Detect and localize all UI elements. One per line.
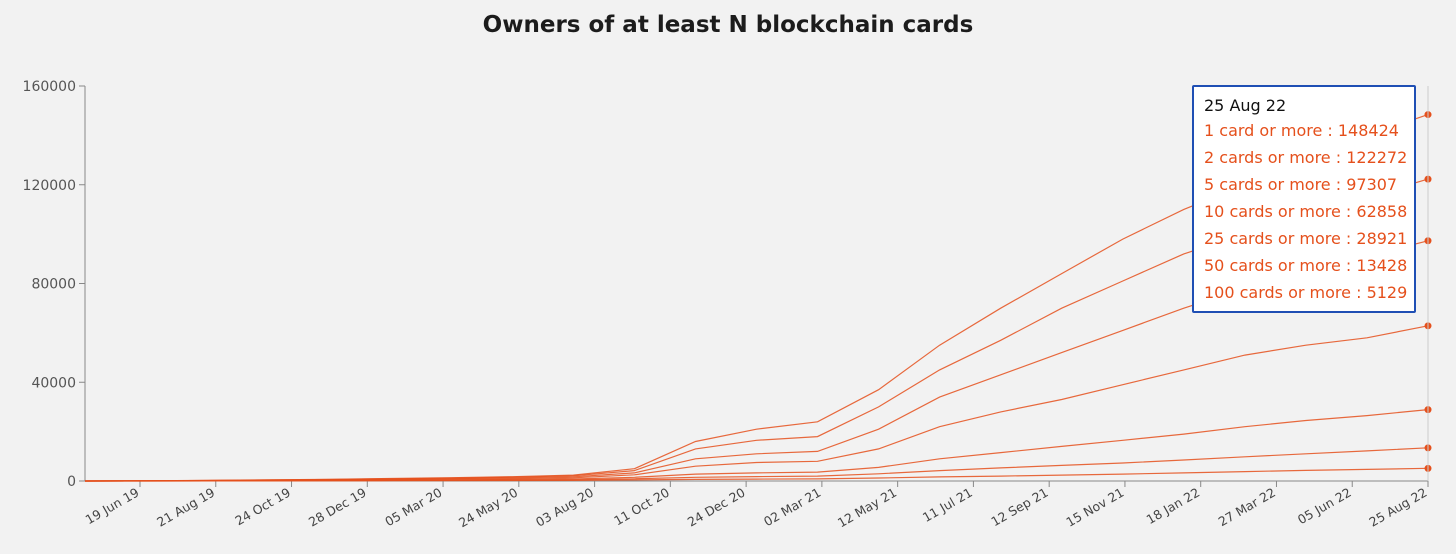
- tooltip: 25 Aug 22 1 card or more : 148424 2 card…: [1192, 85, 1416, 313]
- tooltip-row-100: 100 cards or more : 5129: [1204, 283, 1408, 302]
- tooltip-row-5: 5 cards or more : 97307: [1204, 175, 1398, 194]
- y-axis: 0 40000 80000 120000 160000: [23, 79, 86, 490]
- x-tick-label: 25 Aug 22: [1366, 485, 1429, 530]
- end-markers: [1424, 86, 1432, 481]
- x-tick-label: 18 Jan 22: [1144, 485, 1203, 528]
- x-tick-label: 24 May 20: [456, 485, 520, 531]
- x-axis: 19 Jun 19 21 Aug 19 24 Oct 19 28 Dec 19 05 M…: [83, 480, 1430, 531]
- tooltip-row-2: 2 cards or more : 122272: [1204, 148, 1408, 167]
- x-tick-label: 05 Jun 22: [1295, 485, 1354, 528]
- y-tick-label: 160000: [23, 79, 76, 95]
- x-tick-label: 02 Mar 21: [761, 485, 823, 530]
- y-tick-label: 40000: [31, 375, 76, 391]
- x-tick-label: 24 Oct 19: [232, 485, 293, 529]
- tooltip-row-25: 25 cards or more : 28921: [1204, 229, 1408, 248]
- x-tick-label: 12 Sep 21: [988, 485, 1050, 530]
- series-line-5: [84, 409, 1429, 482]
- tooltip-row-1: 1 card or more : 148424: [1204, 121, 1399, 140]
- tooltip-row-10: 10 cards or more : 62858: [1204, 202, 1408, 221]
- x-tick-label: 11 Jul 21: [920, 485, 975, 525]
- y-tick-label: 80000: [31, 277, 76, 293]
- x-tick-label: 05 Mar 20: [382, 485, 444, 530]
- x-tick-label: 03 Aug 20: [533, 485, 596, 530]
- y-tick-label: 120000: [23, 178, 76, 194]
- tooltip-date: 25 Aug 22: [1204, 96, 1287, 115]
- x-tick-label: 12 May 21: [835, 485, 899, 531]
- x-tick-label: 21 Aug 19: [154, 485, 217, 530]
- x-tick-label: 27 Mar 22: [1216, 485, 1278, 530]
- x-tick-label: 15 Nov 21: [1063, 485, 1126, 530]
- chart-title: Owners of at least N blockchain cards: [482, 12, 974, 38]
- x-tick-label: 19 Jun 19: [83, 485, 142, 528]
- tooltip-row-50: 50 cards or more : 13428: [1204, 256, 1408, 275]
- x-tick-label: 11 Oct 20: [611, 485, 672, 529]
- series-line-6: [85, 447, 1429, 482]
- y-tick-label: 0: [67, 474, 76, 490]
- x-tick-label: 24 Dec 20: [685, 485, 748, 530]
- x-tick-label: 28 Dec 19: [306, 485, 369, 530]
- series-line-7: [85, 467, 1429, 482]
